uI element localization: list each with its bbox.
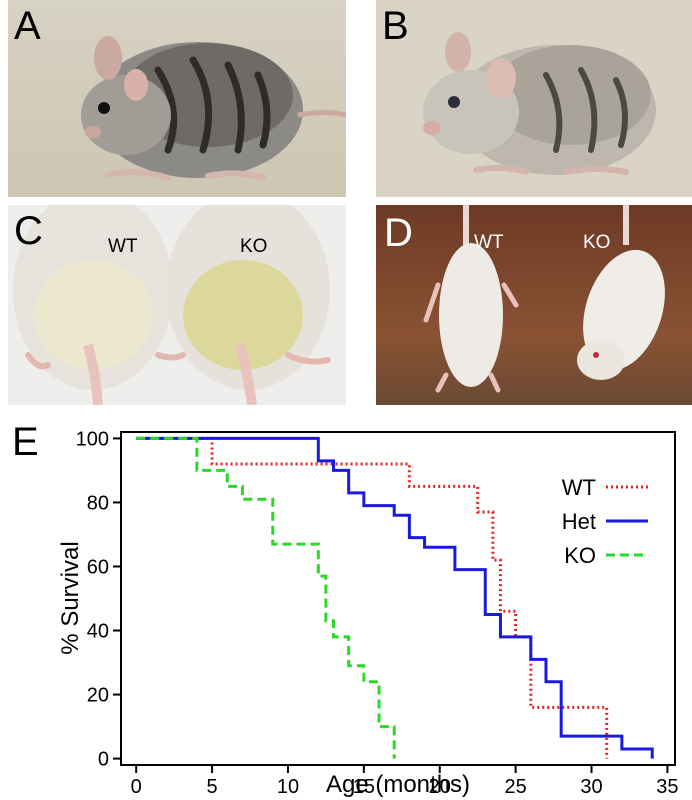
y-tick-label: 20 xyxy=(87,685,109,707)
mouse-agouti-image xyxy=(8,0,346,197)
y-tick-label: 80 xyxy=(87,492,109,514)
legend-label-het: Het xyxy=(562,509,596,534)
plot-frame xyxy=(120,431,676,766)
label-ko-c: KO xyxy=(240,236,268,257)
legend: WT Het KO xyxy=(562,475,648,568)
photo-panel-a: A xyxy=(8,0,346,197)
label-wt-c: WT xyxy=(108,236,138,257)
y-tick-label: 60 xyxy=(87,556,109,578)
panel-letter-c: C xyxy=(14,209,43,253)
tail-suspension-image xyxy=(376,205,692,405)
legend-label-wt: WT xyxy=(562,475,596,500)
x-axis-label: Age (months) xyxy=(326,771,470,798)
x-tick-label: 20 xyxy=(429,776,451,798)
x-tick-label: 25 xyxy=(505,776,527,798)
photo-panel-d: D WT KO xyxy=(376,205,692,405)
panel-letter-b: B xyxy=(382,4,409,48)
series-layer xyxy=(136,436,654,759)
series-line-wt xyxy=(136,436,609,759)
y-axis: 0 20 40 60 80 100 xyxy=(76,428,121,771)
x-tick-label: 15 xyxy=(353,776,375,798)
label-wt-d: WT xyxy=(474,232,504,253)
x-tick-label: 0 xyxy=(131,776,142,798)
y-axis-label: % Survival xyxy=(57,541,84,654)
mouse-pale-image xyxy=(376,0,692,197)
photo-panel-c: C WT KO xyxy=(8,205,346,405)
panel-letter-d: D xyxy=(384,211,413,255)
legend-label-ko: KO xyxy=(564,543,596,568)
photo-panel-b: B xyxy=(376,0,692,197)
x-tick-label: 5 xyxy=(207,776,218,798)
panel-letter-a: A xyxy=(14,4,41,48)
series-line-ko xyxy=(136,436,396,759)
survival-chart: 0 20 40 60 80 100 0 5 10 15 20 25 30 35 WT Het KO Age … xyxy=(57,428,679,798)
y-tick-label: 100 xyxy=(76,428,109,450)
y-tick-label: 40 xyxy=(87,621,109,643)
panel-letter-e: E xyxy=(12,420,39,464)
x-tick-label: 30 xyxy=(580,776,602,798)
label-ko-d: KO xyxy=(583,232,611,253)
y-tick-label: 0 xyxy=(98,749,109,771)
x-tick-label: 10 xyxy=(277,776,299,798)
x-axis: 0 5 10 15 20 25 30 35 xyxy=(131,765,679,798)
x-tick-label: 35 xyxy=(656,776,678,798)
ventral-view-image xyxy=(8,205,346,405)
series-line-het xyxy=(136,436,654,759)
